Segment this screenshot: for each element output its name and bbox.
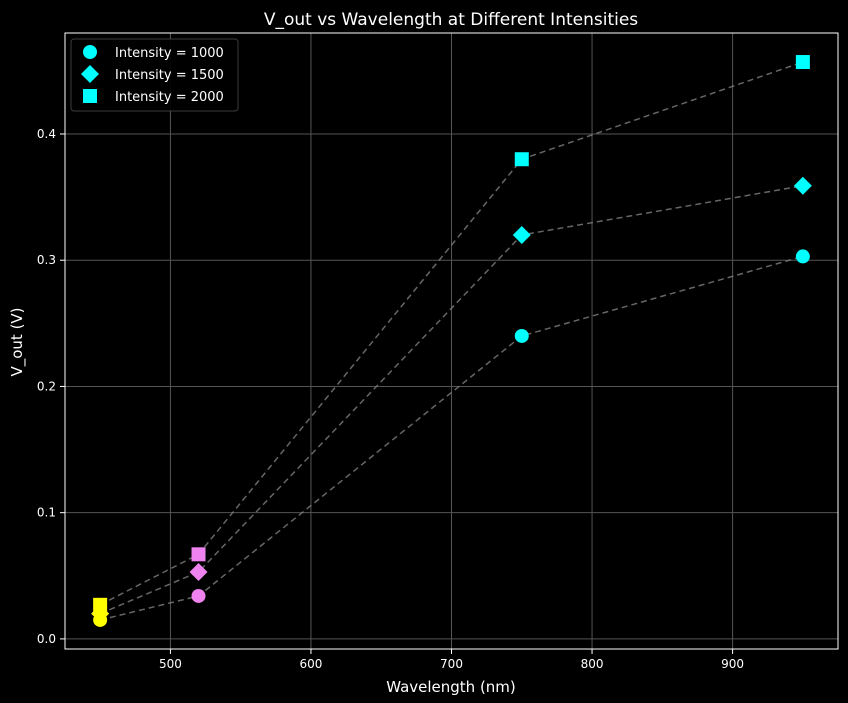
x-tick-label: 700: [440, 657, 463, 671]
y-tick-label: 0.1: [37, 506, 56, 520]
data-point-circle: [191, 588, 206, 603]
series-line-1: [99, 255, 804, 621]
data-point-square: [93, 597, 108, 612]
grid: [65, 33, 838, 649]
x-tick-label: 900: [721, 657, 744, 671]
legend-box: [70, 38, 239, 112]
legend-label: Intensity = 1000: [115, 46, 224, 61]
series-line-2: [99, 184, 803, 615]
x-axis-label: Wavelength (nm): [386, 678, 516, 696]
y-axis-ticks: 0.0 0.1 0.2 0.3 0.4: [37, 127, 65, 646]
y-tick-label: 0.3: [37, 253, 56, 267]
data-point-circle: [514, 328, 529, 343]
data-point-square: [191, 547, 206, 562]
legend-marker-square: [83, 89, 97, 103]
connector-lines: [99, 61, 804, 621]
y-tick-label: 0.2: [37, 379, 56, 393]
legend-label: Intensity = 2000: [115, 90, 224, 105]
x-tick-label: 500: [159, 657, 182, 671]
series-line-3: [99, 61, 804, 606]
data-point-circle: [795, 249, 810, 264]
x-axis-ticks: 500 600 700 800 900: [159, 649, 744, 671]
data-point-diamond: [793, 176, 812, 195]
chart-title: V_out vs Wavelength at Different Intensi…: [264, 10, 638, 30]
legend-marker-diamond: [81, 65, 99, 83]
legend-label: Intensity = 1500: [115, 68, 224, 83]
x-tick-label: 600: [300, 657, 323, 671]
y-tick-label: 0.0: [37, 632, 56, 646]
data-point-diamond: [189, 563, 208, 581]
y-axis-label: V_out (V): [8, 307, 27, 376]
data-point-diamond: [512, 225, 531, 244]
legend-marker-circle: [83, 45, 97, 59]
x-tick-label: 800: [581, 657, 604, 671]
data-point-square: [514, 152, 529, 167]
data-point-square: [795, 55, 810, 70]
data-points: [91, 55, 812, 627]
y-tick-label: 0.4: [37, 127, 56, 141]
legend: Intensity = 1000 Intensity = 1500 Intensit…: [70, 38, 239, 112]
